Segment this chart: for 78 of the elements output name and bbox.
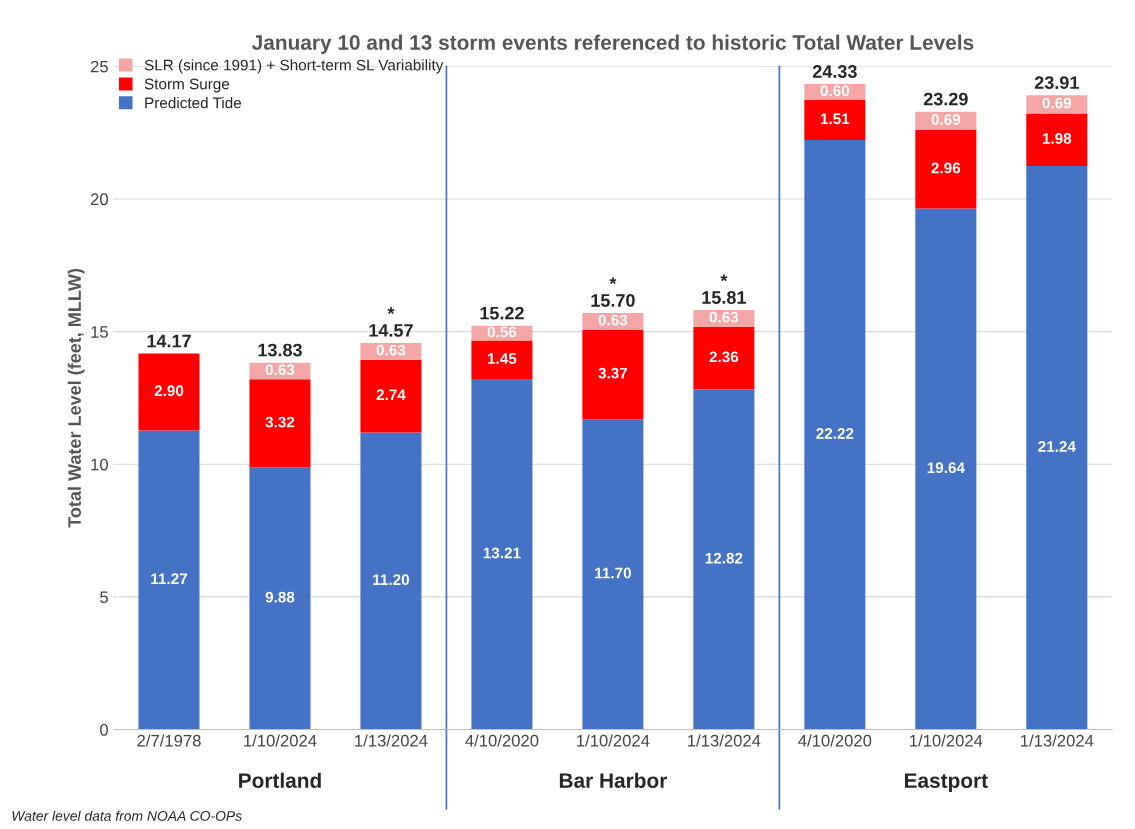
data-label: 1.98: [1042, 133, 1072, 144]
bar: [804, 140, 866, 730]
bar: [138, 430, 200, 730]
text: Portland: [239, 772, 321, 788]
x-tick-label: 2/7/1978: [137, 734, 201, 747]
data-label: 11.70: [595, 567, 631, 579]
y-tick-label: 25: [90, 60, 108, 73]
text: Water level data from NOAA CO-OPs: [12, 810, 242, 821]
total-label: * 15.81: [702, 274, 746, 304]
data-label: 0.63: [598, 314, 628, 326]
x-tick-label: 1/13/2024: [355, 734, 428, 747]
bar: [915, 208, 977, 730]
chart-title: January 10 and 13 storm events referenced to historic Total Water Levels: [252, 34, 974, 54]
total-label: 13.83: [258, 343, 302, 357]
data-label: 1.51: [820, 113, 850, 125]
bar: [582, 329, 644, 420]
data-label: 22.22: [816, 428, 854, 439]
x-tick-label: 1/13/2024: [1021, 734, 1094, 747]
data-label: 11.27: [151, 573, 188, 584]
data-label: 0.63: [376, 344, 406, 356]
legend-label: SLR (since 1991) + Short-term SL Variability: [144, 59, 444, 74]
total-label: 24.33: [812, 65, 857, 78]
bar: [249, 379, 311, 468]
total-label: 15.22: [480, 306, 524, 320]
bar: [915, 129, 977, 209]
data-label: 12.82: [705, 552, 743, 564]
bar: [582, 419, 644, 730]
x-tick-label: 1/10/2024: [910, 734, 983, 747]
total-label: * 15.70: [591, 277, 635, 307]
y-tick-label: 15: [91, 326, 108, 338]
x-tick-label: 1/13/2024: [688, 734, 761, 747]
bar: [693, 326, 755, 390]
text: Eastport: [904, 773, 988, 793]
text: Bar Harbor: [559, 772, 667, 788]
data-label: 2.74: [376, 389, 406, 401]
total-label: * 14.57: [369, 307, 413, 337]
data-label: 9.88: [265, 591, 295, 603]
bar: [249, 467, 311, 730]
x-tick-label: 1/10/2024: [577, 734, 650, 747]
data-label: 11.20: [373, 574, 410, 586]
bar: [360, 432, 422, 730]
data-label: 0.60: [820, 85, 850, 97]
bar: [1026, 95, 1088, 114]
data-label: 2.36: [709, 351, 739, 363]
y-tick-label: 0: [100, 723, 108, 736]
data-label: 19.64: [927, 462, 965, 474]
bar: [360, 359, 422, 433]
legend-label: Storm Surge: [144, 78, 230, 93]
x-tick-label: 4/10/2020: [798, 734, 872, 747]
bar: [471, 379, 533, 730]
data-label: 3.37: [598, 367, 628, 379]
data-label: 0.69: [1042, 97, 1072, 109]
data-label: 0.63: [709, 311, 739, 323]
y-axis-title: Total Water Level (feet, MLLW): [67, 268, 85, 528]
legend-label: Predicted Tide: [145, 97, 242, 109]
data-label: 1.45: [488, 353, 517, 364]
data-label: 0.63: [265, 364, 295, 376]
bar: [1026, 113, 1088, 167]
x-tick-label: 4/10/2020: [465, 734, 539, 747]
data-label: 2.96: [931, 162, 961, 174]
data-label: 2.90: [154, 385, 184, 397]
data-label: 0.69: [931, 114, 961, 125]
bar: [804, 100, 866, 141]
y-tick-label: 10: [91, 458, 108, 471]
total-label: 14.17: [147, 334, 191, 348]
data-label: 13.21: [483, 547, 521, 559]
bar: [138, 353, 200, 431]
bar: [471, 340, 533, 380]
y-tick-label: 20: [90, 193, 108, 206]
data-label: 3.32: [265, 416, 295, 428]
y-tick-label: 5: [100, 591, 108, 604]
bar: [1026, 166, 1088, 730]
data-label: 21.24: [1038, 441, 1076, 452]
total-label: 23.29: [923, 92, 968, 106]
x-tick-label: 1/10/2024: [244, 734, 317, 747]
data-label: 0.56: [487, 326, 517, 338]
total-label: 23.91: [1034, 76, 1079, 90]
bar: [693, 389, 755, 730]
